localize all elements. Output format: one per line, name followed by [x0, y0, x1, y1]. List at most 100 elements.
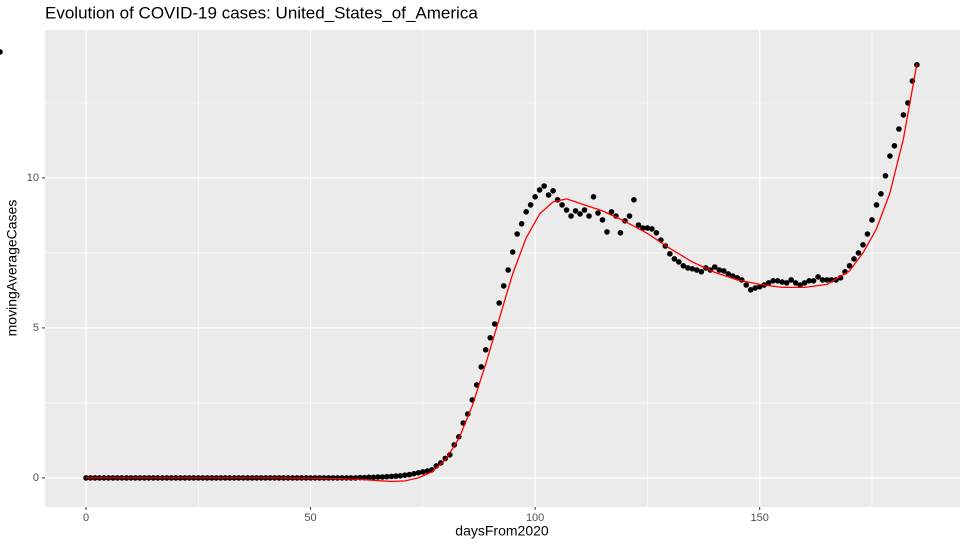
data-point [765, 280, 772, 286]
data-point [572, 208, 579, 214]
data-point [887, 153, 893, 159]
data-point [379, 474, 386, 480]
data-point [891, 143, 898, 149]
data-point [536, 187, 543, 193]
data-point [756, 284, 763, 290]
data-point [896, 126, 902, 132]
data-point [406, 471, 413, 478]
data-point [698, 269, 705, 275]
data-point [649, 226, 655, 232]
data-point [581, 207, 588, 213]
data-point [500, 283, 507, 289]
data-point [626, 213, 633, 219]
y-tick-label: 5 [33, 322, 39, 334]
chart-title: Evolution of COVID-19 cases: United_Stat… [45, 3, 478, 22]
data-point [424, 468, 431, 474]
x-tick-label: 150 [751, 512, 769, 524]
data-point [797, 282, 803, 288]
data-point [864, 231, 871, 237]
fit-line [86, 63, 918, 483]
data-point [83, 475, 89, 481]
data-point [783, 280, 790, 286]
data-point [671, 256, 678, 262]
data-point [595, 210, 601, 216]
data-point [720, 268, 727, 274]
data-point [411, 470, 417, 477]
data-point [523, 209, 529, 215]
data-point [384, 473, 390, 480]
data-point [631, 197, 637, 203]
data-point [788, 277, 794, 283]
data-point [900, 112, 907, 118]
plot-panel [45, 30, 960, 507]
data-point [860, 242, 866, 248]
data-point [505, 267, 511, 273]
x-tick-label: 50 [304, 512, 316, 524]
data-point [514, 231, 520, 237]
data-point [846, 263, 853, 269]
data-point [532, 194, 538, 200]
data-point [487, 335, 494, 341]
data-point [559, 202, 565, 208]
data-point [869, 217, 875, 223]
data-point [855, 250, 862, 256]
data-point [810, 278, 817, 284]
data-point [617, 230, 624, 236]
data-point [680, 263, 687, 269]
data-point [509, 249, 516, 255]
data-point [653, 230, 660, 236]
data-point [420, 469, 426, 475]
data-point [586, 213, 592, 219]
data-point [801, 280, 808, 286]
data-point [635, 222, 642, 228]
data-point [370, 474, 377, 481]
data-point [882, 173, 889, 179]
x-axis-title: daysFrom2020 [455, 523, 549, 539]
x-tick-label: 0 [83, 512, 89, 524]
data-point [496, 300, 502, 306]
data-point [743, 282, 750, 288]
y-tick-label: 10 [27, 172, 39, 184]
x-tick-label: 100 [526, 512, 544, 524]
data-point [747, 287, 754, 293]
data-point [0, 49, 3, 55]
data-point [716, 267, 723, 273]
data-point [599, 217, 606, 223]
data-point [491, 321, 498, 327]
data-point [402, 472, 408, 479]
data-point [806, 278, 812, 284]
data-point [667, 251, 673, 257]
data-point [563, 207, 570, 213]
data-point [482, 347, 489, 353]
data-point [685, 265, 691, 271]
data-point [644, 225, 651, 231]
data-point [792, 280, 799, 286]
data-point [640, 225, 646, 231]
data-point [393, 473, 399, 479]
data-point [608, 209, 615, 215]
y-axis-title: movingAverageCases [4, 200, 20, 337]
data-point [478, 364, 485, 370]
data-point [568, 213, 574, 219]
data-point [415, 470, 422, 476]
data-point [545, 192, 552, 198]
y-tick-label: 0 [33, 472, 39, 484]
data-point [397, 473, 404, 479]
data-point [694, 267, 700, 273]
data-point [824, 277, 830, 283]
data-point [375, 474, 381, 480]
data-point [878, 191, 884, 197]
data-point [819, 277, 826, 283]
data-point [590, 194, 597, 200]
data-point [873, 202, 880, 208]
data-point [676, 259, 682, 265]
data-point [527, 202, 534, 208]
data-point [774, 278, 781, 284]
data-point [366, 474, 372, 481]
data-point [725, 271, 732, 277]
data-point [577, 211, 583, 217]
data-point [770, 278, 776, 284]
data-point [779, 279, 785, 285]
